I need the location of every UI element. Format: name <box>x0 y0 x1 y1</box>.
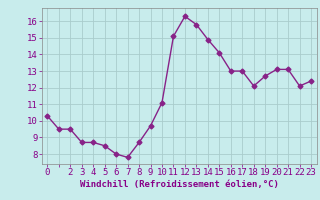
X-axis label: Windchill (Refroidissement éolien,°C): Windchill (Refroidissement éolien,°C) <box>80 180 279 189</box>
